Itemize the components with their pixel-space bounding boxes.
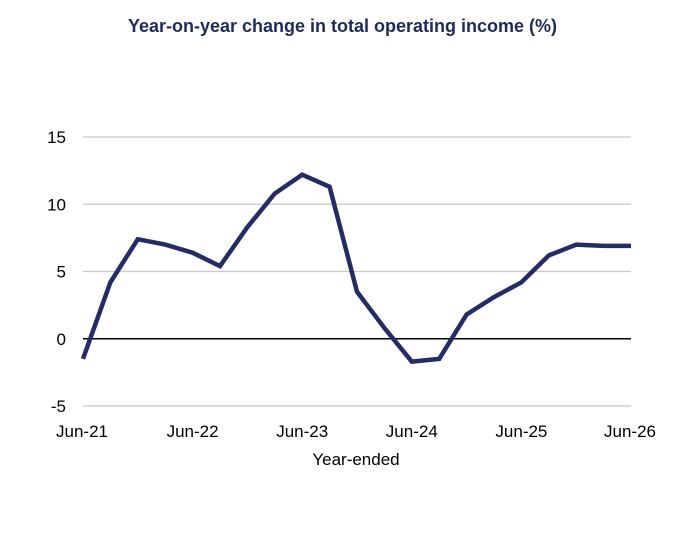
data-point (547, 253, 551, 257)
data-point (492, 295, 496, 299)
data-point (273, 191, 277, 195)
data-point (218, 264, 222, 268)
x-tick-label: Jun-23 (276, 422, 328, 441)
x-tick-label: Jun-26 (604, 422, 656, 441)
y-tick-labels: 15 10 5 0 -5 (47, 128, 66, 416)
data-point (629, 244, 633, 248)
data-point (574, 243, 578, 247)
y-tick-label: -5 (51, 397, 66, 416)
series-line (80, 172, 631, 364)
y-tick-label: 5 (57, 263, 66, 282)
data-point (136, 237, 140, 241)
data-point (602, 244, 606, 248)
series-layer (80, 172, 633, 364)
data-point (328, 185, 332, 189)
data-point (191, 251, 195, 255)
data-point (519, 280, 523, 284)
chart-title: Year-on-year change in total operating i… (127, 16, 558, 36)
y-tick-label: 15 (47, 128, 66, 147)
data-point (300, 173, 304, 177)
data-point (410, 360, 414, 364)
y-tick-label: 0 (57, 330, 66, 349)
data-point (81, 357, 85, 361)
x-tick-labels: Jun-21 Jun-22 Jun-23 Jun-24 Jun-25 Jun-26 (56, 422, 656, 441)
data-point (245, 225, 249, 229)
data-point (437, 357, 441, 361)
data-point (382, 326, 386, 330)
x-tick-label: Jun-24 (386, 422, 438, 441)
gridlines (83, 136, 631, 407)
y-tick-label: 10 (47, 195, 66, 214)
x-tick-label: Jun-25 (495, 422, 547, 441)
data-point (465, 313, 469, 317)
x-tick-label: Jun-21 (56, 422, 108, 441)
x-tick-label: Jun-22 (167, 422, 219, 441)
x-axis-title: Year-ended (312, 450, 399, 469)
data-point (163, 243, 167, 247)
data-point (108, 280, 112, 284)
data-point (355, 290, 359, 294)
